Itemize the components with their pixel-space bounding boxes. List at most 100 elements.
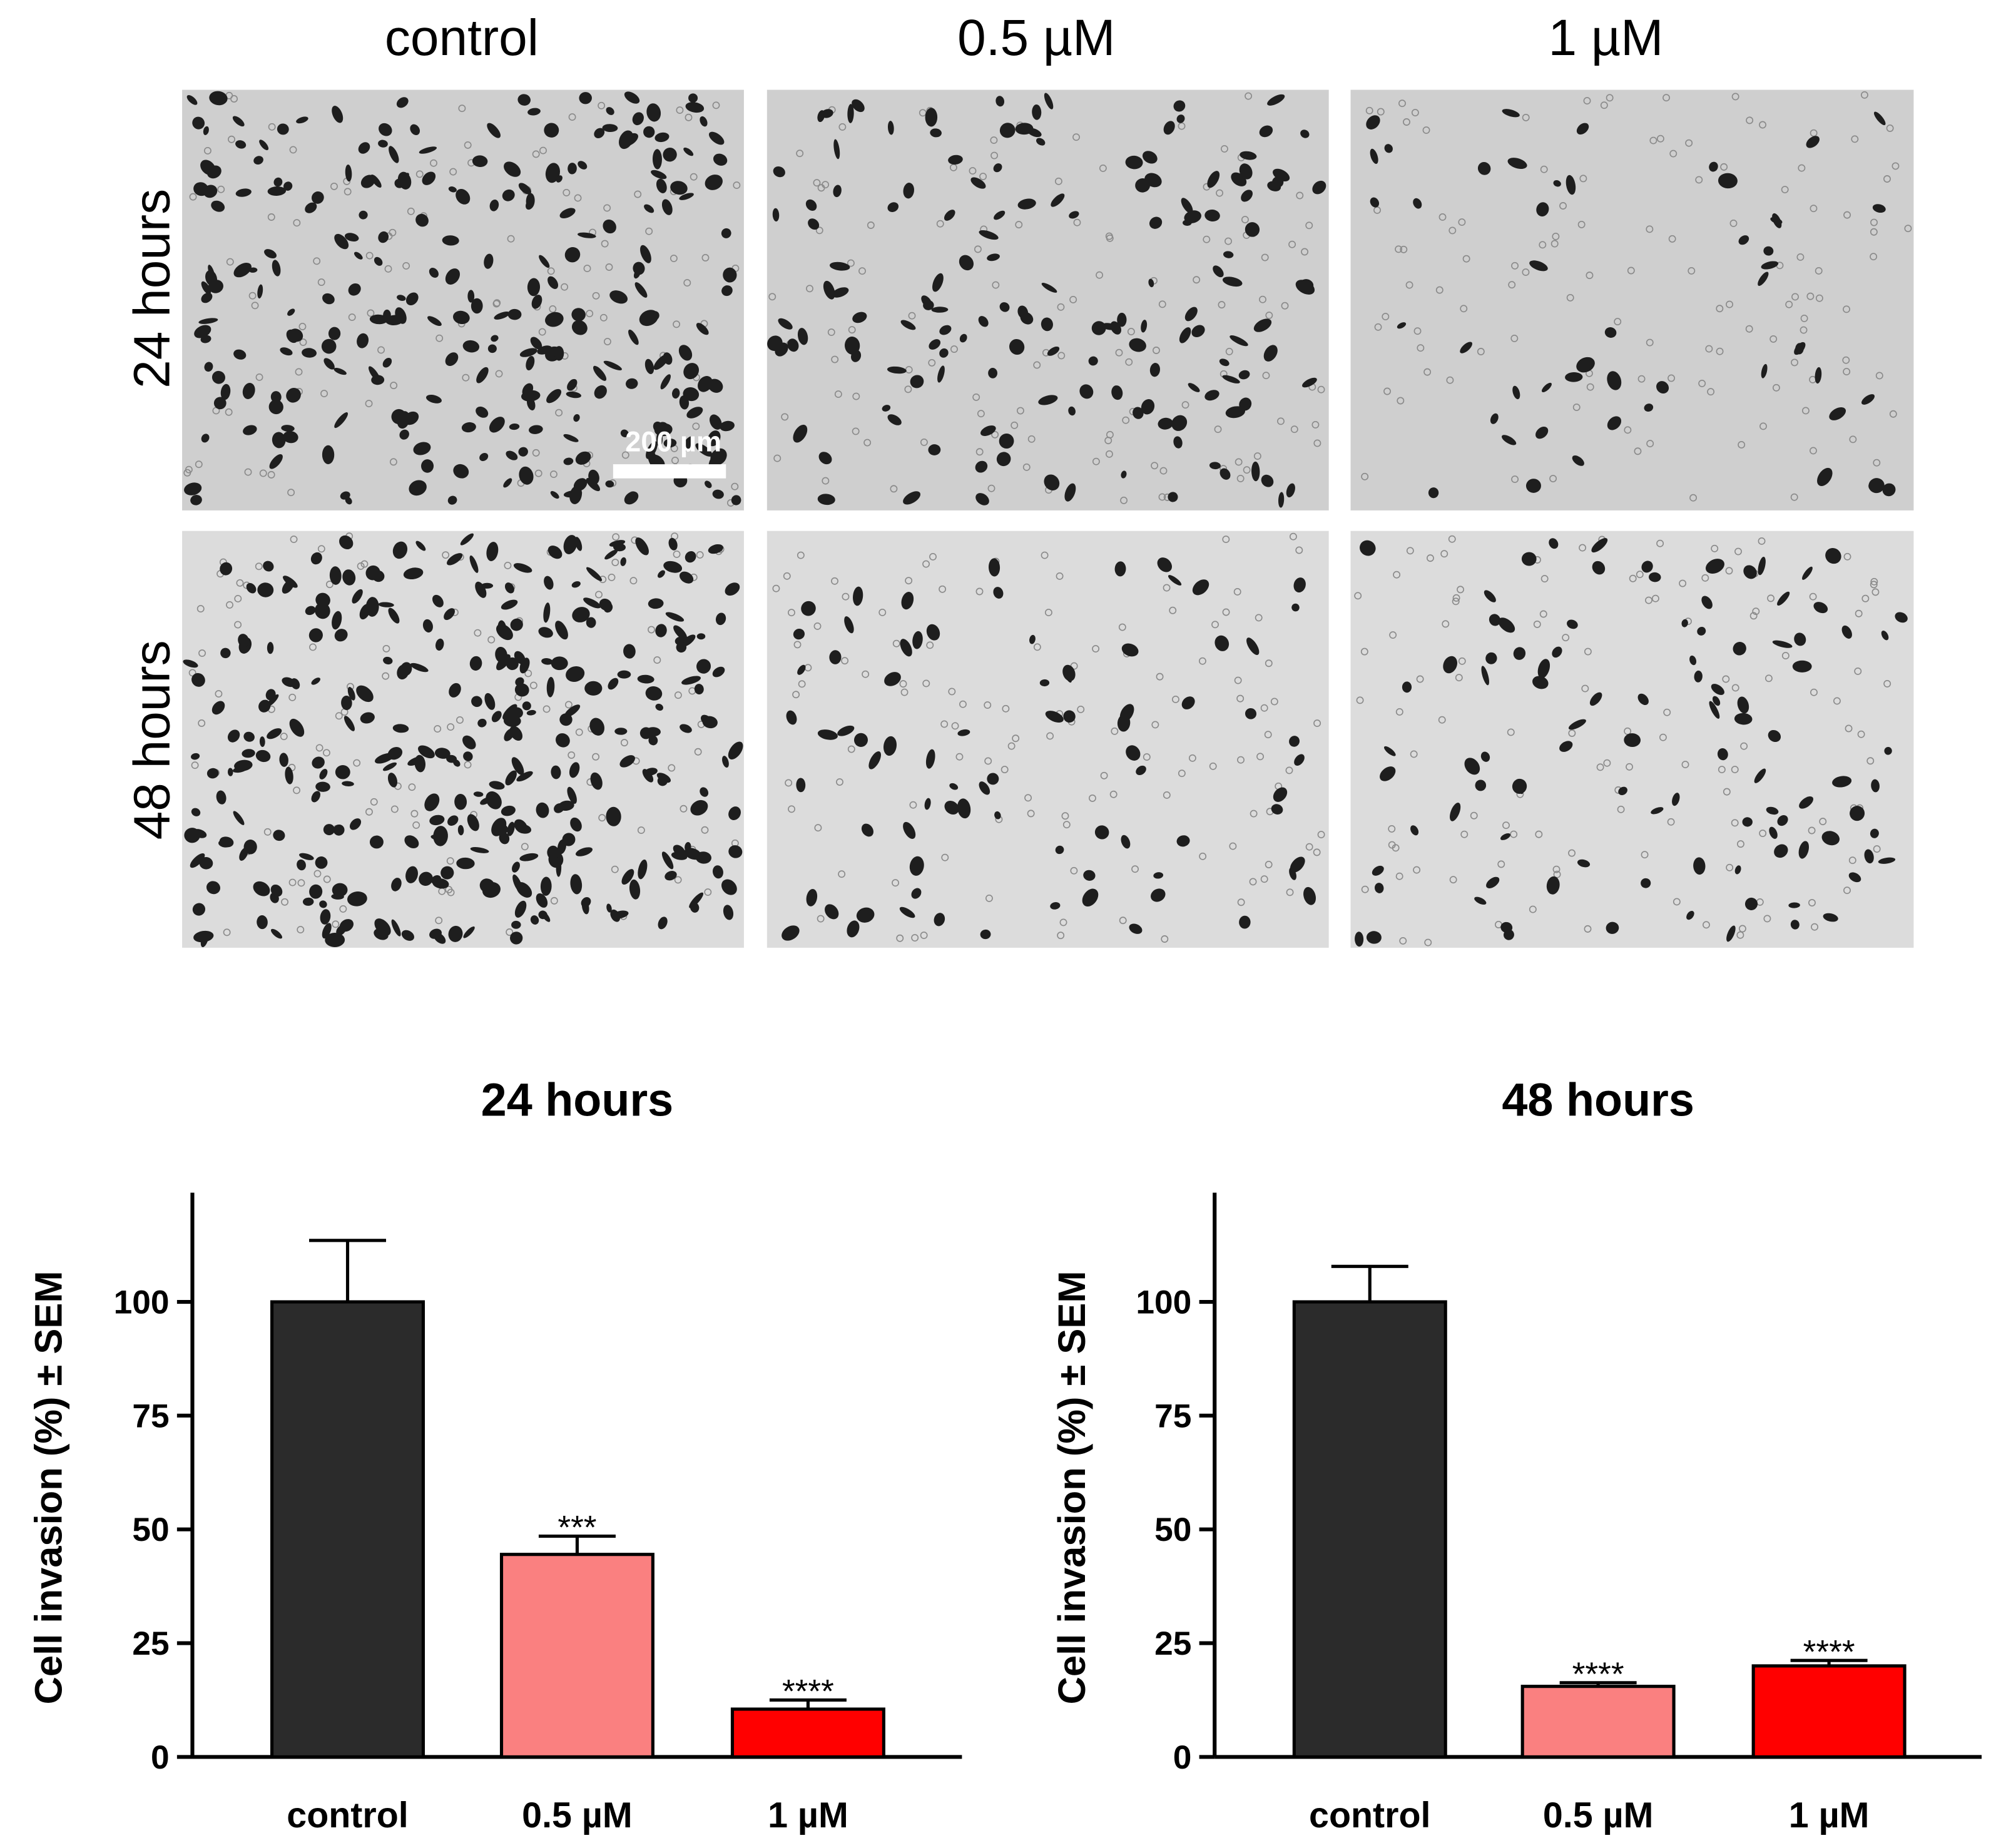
cell xyxy=(1637,693,1649,705)
debris xyxy=(1800,326,1808,334)
debris xyxy=(1423,368,1432,376)
cell xyxy=(511,920,521,929)
cell xyxy=(392,541,408,559)
debris xyxy=(948,688,956,696)
cell xyxy=(379,123,392,136)
cell xyxy=(448,186,457,193)
cell xyxy=(220,562,233,576)
debris xyxy=(267,470,275,479)
cell xyxy=(546,388,562,404)
cell xyxy=(1644,404,1654,412)
cell xyxy=(1881,631,1889,641)
debris xyxy=(1510,830,1518,838)
cell xyxy=(1726,925,1736,942)
cell xyxy=(1133,407,1144,419)
cell xyxy=(1559,741,1573,752)
cell xyxy=(1743,565,1757,579)
cell xyxy=(556,175,563,183)
cell xyxy=(572,607,590,622)
cell xyxy=(267,728,282,739)
cell xyxy=(211,701,225,715)
cell xyxy=(282,579,295,594)
cell xyxy=(640,245,651,263)
cell xyxy=(554,803,564,813)
cell xyxy=(685,551,696,563)
debris xyxy=(1199,852,1207,860)
debris xyxy=(1218,301,1226,309)
debris xyxy=(1603,759,1611,767)
debris xyxy=(1159,467,1168,475)
debris xyxy=(701,254,710,261)
debris xyxy=(1796,253,1805,261)
debris xyxy=(1798,164,1806,172)
cell xyxy=(332,611,342,630)
cell xyxy=(1481,666,1489,686)
cell xyxy=(1604,327,1617,338)
cell xyxy=(588,469,599,485)
cell xyxy=(1693,857,1706,875)
cell xyxy=(646,441,658,459)
cell xyxy=(504,161,521,177)
cell xyxy=(723,905,734,920)
debris xyxy=(1583,97,1591,105)
cell xyxy=(728,741,743,759)
debris xyxy=(680,805,688,813)
debris xyxy=(1131,865,1139,873)
cell xyxy=(259,736,265,748)
cell xyxy=(1486,876,1500,888)
debris xyxy=(549,470,558,479)
debris xyxy=(1553,870,1561,878)
cell xyxy=(663,148,677,162)
cell xyxy=(655,703,663,711)
debris xyxy=(583,265,591,273)
debris xyxy=(196,605,205,613)
debris xyxy=(1057,932,1065,940)
cell xyxy=(198,318,218,324)
cell xyxy=(220,383,231,400)
cell xyxy=(283,181,293,191)
cell xyxy=(512,861,520,873)
cell xyxy=(559,208,576,219)
cell xyxy=(1794,632,1806,646)
cell xyxy=(1041,283,1057,293)
cell xyxy=(526,709,536,716)
cell xyxy=(206,881,221,895)
debris xyxy=(1522,268,1530,277)
cell xyxy=(1829,407,1846,420)
cell xyxy=(1158,417,1173,430)
cell xyxy=(979,230,999,240)
debris xyxy=(1663,708,1671,716)
debris xyxy=(841,657,849,665)
cell xyxy=(1179,327,1191,343)
debris xyxy=(1422,126,1430,134)
cell xyxy=(688,93,698,103)
debris xyxy=(1579,544,1587,552)
cell xyxy=(1300,129,1310,138)
cell xyxy=(335,764,350,779)
debris xyxy=(1022,463,1031,471)
cell xyxy=(1278,492,1285,508)
cell xyxy=(570,817,582,832)
cell xyxy=(1477,161,1491,175)
debris xyxy=(1689,494,1698,502)
debris xyxy=(1614,318,1622,326)
debris xyxy=(1705,345,1713,353)
cell xyxy=(850,350,862,362)
debris xyxy=(788,609,795,617)
cell xyxy=(419,871,433,886)
debris xyxy=(267,213,275,221)
debris xyxy=(1027,435,1036,443)
debris xyxy=(1069,296,1077,303)
cell xyxy=(1754,768,1766,783)
debris xyxy=(701,826,709,834)
cell xyxy=(1850,806,1865,821)
cell xyxy=(1777,815,1788,826)
cell xyxy=(447,815,459,826)
debris xyxy=(1400,245,1408,253)
debris xyxy=(1448,226,1457,235)
cell xyxy=(701,714,712,726)
cell xyxy=(847,920,860,938)
debris xyxy=(1061,812,1069,820)
debris xyxy=(1634,447,1642,455)
debris xyxy=(330,182,338,190)
